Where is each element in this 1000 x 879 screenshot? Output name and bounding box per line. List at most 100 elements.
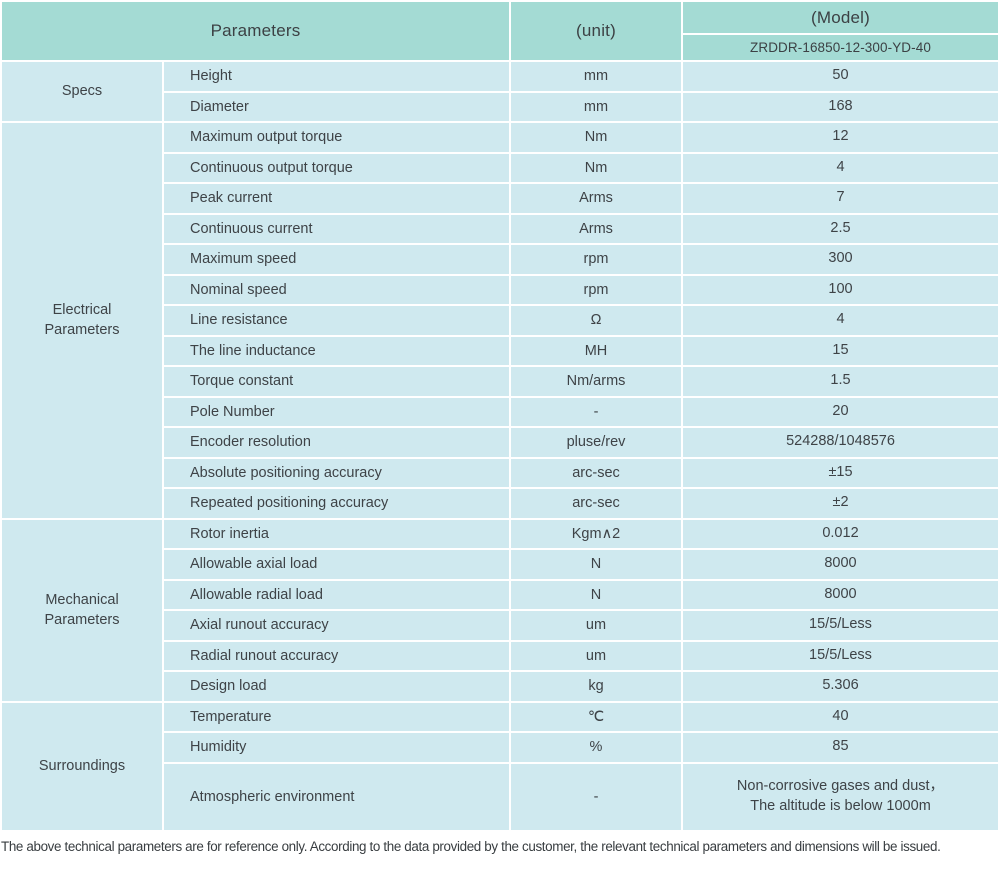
param-value: Non-corrosive gases and dust， The altitu… (683, 763, 998, 830)
param-name: Diameter (164, 92, 509, 121)
table-row: Allowable axial load N 8000 (2, 550, 998, 579)
table-row: Continuous output torque Nm 4 (2, 153, 998, 182)
param-value: 7 (683, 184, 998, 213)
param-value: ±15 (683, 458, 998, 487)
param-unit: um (511, 641, 681, 670)
param-value: 0.012 (683, 519, 998, 548)
table-row: Encoder resolution pluse/rev 524288/1048… (2, 428, 998, 457)
param-name: Nominal speed (164, 275, 509, 304)
param-name: Pole Number (164, 397, 509, 426)
param-value: 40 (683, 702, 998, 731)
param-name: Temperature (164, 702, 509, 731)
model-header: (Model) (683, 2, 998, 33)
table-row: Nominal speed rpm 100 (2, 275, 998, 304)
table-row: Allowable radial load N 8000 (2, 580, 998, 609)
param-unit: N (511, 580, 681, 609)
param-value: 85 (683, 733, 998, 762)
table-row: Electrical Parameters Maximum output tor… (2, 123, 998, 518)
table-row: Radial runout accuracy um 15/5/Less (2, 641, 998, 670)
param-unit: arc-sec (511, 458, 681, 487)
parameters-header: Parameters (2, 2, 509, 60)
table-row: Repeated positioning accuracy arc-sec ±2 (2, 489, 998, 518)
param-value: 4 (683, 153, 998, 182)
table-row: Continuous current Arms 2.5 (2, 214, 998, 243)
table-row: Specs Height mm 50 (2, 62, 998, 121)
param-name: Allowable axial load (164, 550, 509, 579)
param-value: 8000 (683, 550, 998, 579)
param-unit: Nm/arms (511, 367, 681, 396)
param-value: 20 (683, 397, 998, 426)
param-unit: rpm (511, 275, 681, 304)
param-unit: N (511, 550, 681, 579)
param-name: Design load (164, 672, 509, 701)
table-row: Torque constant Nm/arms 1.5 (2, 367, 998, 396)
param-unit: MH (511, 336, 681, 365)
param-value: 168 (683, 92, 998, 121)
param-value: 300 (683, 245, 998, 274)
table-header-row: ZRDDR-16850-12-300-YD-40 (2, 35, 998, 60)
table-row: Maximum speed rpm 300 (2, 245, 998, 274)
table-row: Line resistance Ω 4 (2, 306, 998, 335)
param-unit: mm (511, 62, 681, 91)
param-unit: arc-sec (511, 489, 681, 518)
param-unit: pluse/rev (511, 428, 681, 457)
param-unit: % (511, 733, 681, 762)
param-name: Absolute positioning accuracy (164, 458, 509, 487)
table-row: Atmospheric environment - Non-corrosive … (2, 763, 998, 830)
param-name: Humidity (164, 733, 509, 762)
model-value: ZRDDR-16850-12-300-YD-40 (683, 35, 998, 60)
param-name: Allowable radial load (164, 580, 509, 609)
param-name: Repeated positioning accuracy (164, 489, 509, 518)
param-name: Torque constant (164, 367, 509, 396)
group-cell-surroundings: Surroundings (2, 702, 162, 830)
table-row: The line inductance MH 15 (2, 336, 998, 365)
param-name: Peak current (164, 184, 509, 213)
spec-table: Parameters (unit) (Model) ZRDDR-16850-12… (2, 2, 998, 830)
param-value: 524288/1048576 (683, 428, 998, 457)
param-unit: Ω (511, 306, 681, 335)
param-unit: ℃ (511, 702, 681, 731)
param-unit: Arms (511, 214, 681, 243)
param-value: 4 (683, 306, 998, 335)
param-value: 15 (683, 336, 998, 365)
param-name: Axial runout accuracy (164, 611, 509, 640)
param-name: Height (164, 62, 509, 91)
param-name: Atmospheric environment (164, 763, 509, 830)
group-cell-specs: Specs (2, 62, 162, 121)
param-name: Line resistance (164, 306, 509, 335)
param-unit: - (511, 397, 681, 426)
table-row: Mechanical Parameters Rotor inertia Kgm∧… (2, 519, 998, 701)
param-name: Rotor inertia (164, 519, 509, 548)
table-row: Pole Number - 20 (2, 397, 998, 426)
param-value: 1.5 (683, 367, 998, 396)
param-value: 100 (683, 275, 998, 304)
param-value: ±2 (683, 489, 998, 518)
table-row: Axial runout accuracy um 15/5/Less (2, 611, 998, 640)
table-row: Surroundings Temperature ℃ 40 (2, 702, 998, 830)
unit-header: (unit) (511, 2, 681, 60)
param-unit: Arms (511, 184, 681, 213)
param-name: Radial runout accuracy (164, 641, 509, 670)
param-unit: kg (511, 672, 681, 701)
param-value: 50 (683, 62, 998, 91)
group-cell-mechanical: Mechanical Parameters (2, 519, 162, 701)
table-header-row: Parameters (unit) (Model) (2, 2, 998, 60)
param-unit: Nm (511, 123, 681, 152)
param-unit: um (511, 611, 681, 640)
table-row: Humidity % 85 (2, 733, 998, 762)
param-unit: mm (511, 92, 681, 121)
param-unit: Nm (511, 153, 681, 182)
footnote: The above technical parameters are for r… (1, 838, 941, 854)
table-row: Diameter mm 168 (2, 92, 998, 121)
param-name: Continuous current (164, 214, 509, 243)
param-name: Continuous output torque (164, 153, 509, 182)
param-name: Encoder resolution (164, 428, 509, 457)
param-unit: - (511, 763, 681, 830)
param-name: The line inductance (164, 336, 509, 365)
param-value: 15/5/Less (683, 641, 998, 670)
param-value: 15/5/Less (683, 611, 998, 640)
param-unit: rpm (511, 245, 681, 274)
param-value: 12 (683, 123, 998, 152)
param-value: 5.306 (683, 672, 998, 701)
